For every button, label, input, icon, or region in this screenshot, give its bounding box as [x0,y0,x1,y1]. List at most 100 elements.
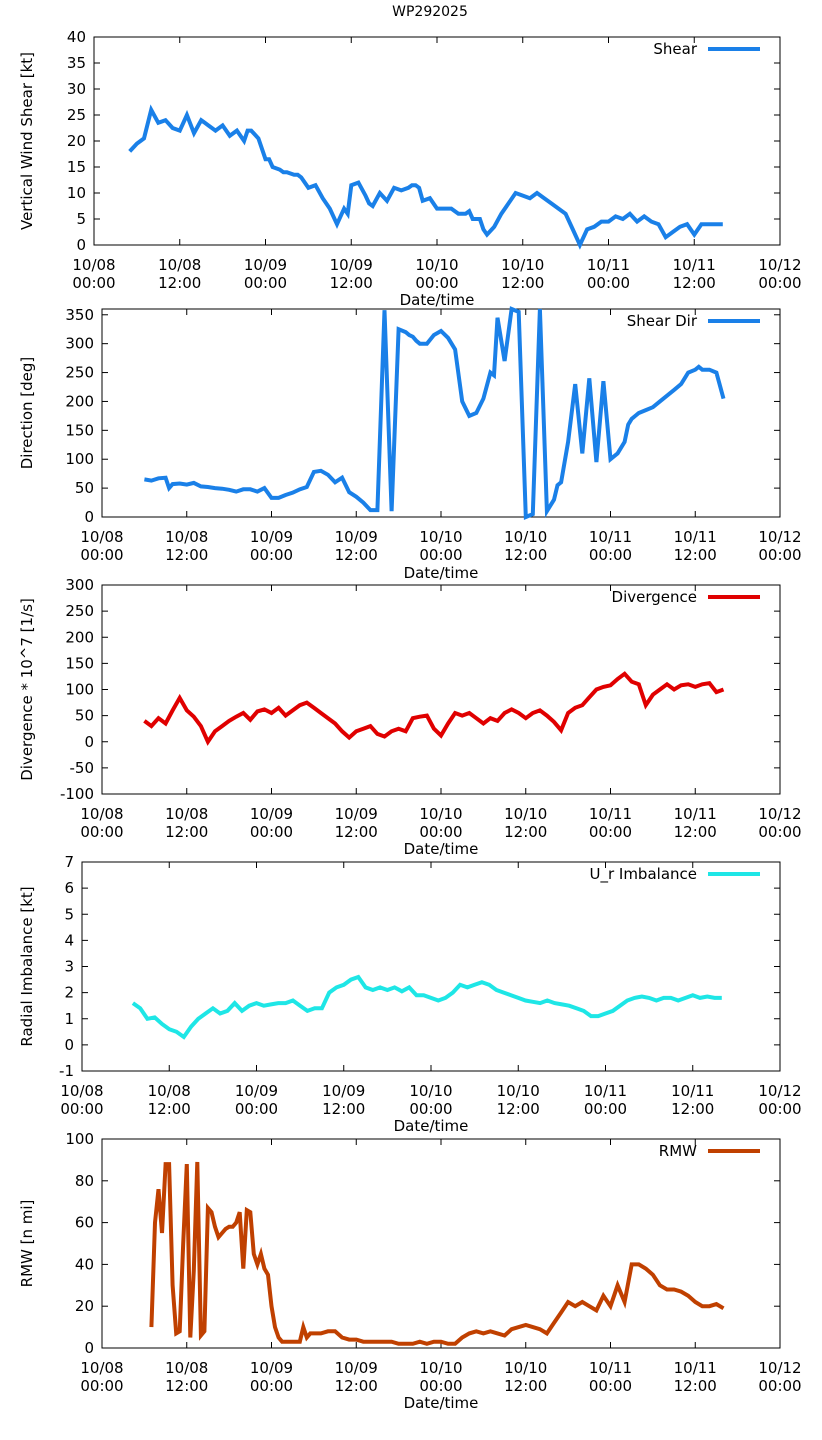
x-tick-label-time: 12:00 [165,823,208,841]
x-axis-label: Date/time [400,291,475,309]
x-tick-label-time: 00:00 [419,546,462,564]
plot-frame [101,584,781,795]
chart-panel-1: 051015202530354010/0800:0010/0812:0010/0… [18,28,802,309]
y-tick-label: 20 [75,1297,94,1315]
y-tick-label: 0 [84,1339,94,1357]
y-tick-label: 20 [67,132,86,150]
x-tick-label-date: 10/12 [758,528,801,546]
y-tick-label: 200 [65,628,94,646]
x-tick-label-time: 00:00 [419,823,462,841]
x-tick-label-time: 12:00 [148,1100,191,1118]
x-tick-label-time: 12:00 [674,1377,717,1395]
x-tick-label-date: 10/10 [415,256,458,274]
x-tick-label-date: 10/11 [674,805,717,823]
y-tick-label: 100 [65,1130,94,1148]
x-tick-label-date: 10/09 [235,1082,278,1100]
x-tick-label-date: 10/08 [80,528,123,546]
series-line [131,974,722,1040]
x-tick-label-time: 12:00 [335,546,378,564]
y-tick-label: 5 [64,905,74,923]
x-tick-label-time: 00:00 [60,1100,103,1118]
x-tick-label-date: 10/09 [322,1082,365,1100]
plot-frame [93,36,781,246]
y-tick-label: 40 [75,1255,94,1273]
series-line [144,306,726,520]
y-axis-label: Radial Imbalance [kt] [18,886,36,1046]
series-line [143,671,725,746]
x-axis-label: Date/time [404,564,479,582]
x-axis-label: Date/time [404,840,479,858]
x-tick-label-time: 00:00 [587,274,630,292]
x-tick-label-time: 12:00 [165,546,208,564]
x-axis-label: Date/time [404,1394,479,1412]
y-tick-label: 200 [65,392,94,410]
x-tick-label-date: 10/12 [758,1082,801,1100]
x-tick-label-date: 10/10 [419,805,462,823]
x-tick-label-time: 00:00 [244,274,287,292]
y-axis-label: Divergence * 10^7 [1/s] [18,598,36,781]
x-tick-label-time: 00:00 [80,1377,123,1395]
y-tick-label: 3 [64,958,74,976]
y-tick-label: 50 [75,707,94,725]
x-tick-label-date: 10/08 [60,1082,103,1100]
x-tick-label-time: 12:00 [673,274,716,292]
x-tick-label-date: 10/10 [504,805,547,823]
x-tick-label-time: 00:00 [235,1100,278,1118]
y-tick-label: -100 [60,785,94,803]
x-tick-label-date: 10/11 [673,256,716,274]
x-tick-label-date: 10/11 [671,1082,714,1100]
x-tick-label-date: 10/11 [589,805,632,823]
y-tick-label: 0 [84,733,94,751]
x-tick-label-time: 00:00 [758,1377,801,1395]
x-tick-label-time: 00:00 [80,823,123,841]
x-tick-label-date: 10/11 [589,1359,632,1377]
x-tick-label-date: 10/08 [80,805,123,823]
y-tick-label: 0 [76,236,86,254]
y-tick-label: 100 [65,450,94,468]
x-tick-label-time: 12:00 [504,546,547,564]
x-tick-label-date: 10/08 [165,528,208,546]
y-tick-label: 50 [75,479,94,497]
y-axis-label: Vertical Wind Shear [kt] [18,52,36,230]
y-tick-label: 30 [67,80,86,98]
x-tick-label-time: 12:00 [165,1377,208,1395]
x-tick-label-time: 00:00 [80,546,123,564]
y-tick-label: 35 [67,54,86,72]
x-tick-label-time: 12:00 [322,1100,365,1118]
x-tick-label-date: 10/10 [504,528,547,546]
y-tick-label: 150 [65,421,94,439]
x-tick-label-time: 12:00 [497,1100,540,1118]
x-tick-label-time: 12:00 [504,823,547,841]
page-title: WP292025 [392,4,468,20]
y-tick-label: -50 [70,759,95,777]
x-tick-label-date: 10/11 [584,1082,627,1100]
x-tick-label-date: 10/10 [409,1082,452,1100]
chart-panel-4: -10123456710/0800:0010/0812:0010/0900:00… [18,853,802,1135]
x-tick-label-time: 00:00 [758,823,801,841]
x-tick-label-time: 00:00 [250,1377,293,1395]
y-tick-label: -1 [59,1062,74,1080]
x-tick-label-time: 00:00 [589,546,632,564]
legend-label: Shear Dir [627,312,698,330]
y-tick-label: 150 [65,654,94,672]
y-tick-label: 100 [65,681,94,699]
x-tick-label-date: 10/10 [497,1082,540,1100]
x-tick-label-time: 12:00 [674,546,717,564]
legend-label: RMW [659,1142,697,1160]
x-tick-label-date: 10/08 [72,256,115,274]
series-line [149,1161,725,1346]
x-tick-label-time: 12:00 [335,1377,378,1395]
y-tick-label: 250 [65,364,94,382]
chart-panel-5: 02040608010010/0800:0010/0812:0010/0900:… [18,1130,802,1412]
x-tick-label-date: 10/09 [250,1359,293,1377]
x-tick-label-time: 00:00 [415,274,458,292]
series-line [128,104,723,250]
y-tick-label: 60 [75,1214,94,1232]
y-tick-label: 15 [67,158,86,176]
x-tick-label-time: 12:00 [158,274,201,292]
x-tick-label-date: 10/09 [250,528,293,546]
x-tick-label-date: 10/11 [587,256,630,274]
y-axis-label: RMW [n mi] [18,1200,36,1288]
x-tick-label-date: 10/10 [504,1359,547,1377]
x-tick-label-time: 12:00 [674,823,717,841]
